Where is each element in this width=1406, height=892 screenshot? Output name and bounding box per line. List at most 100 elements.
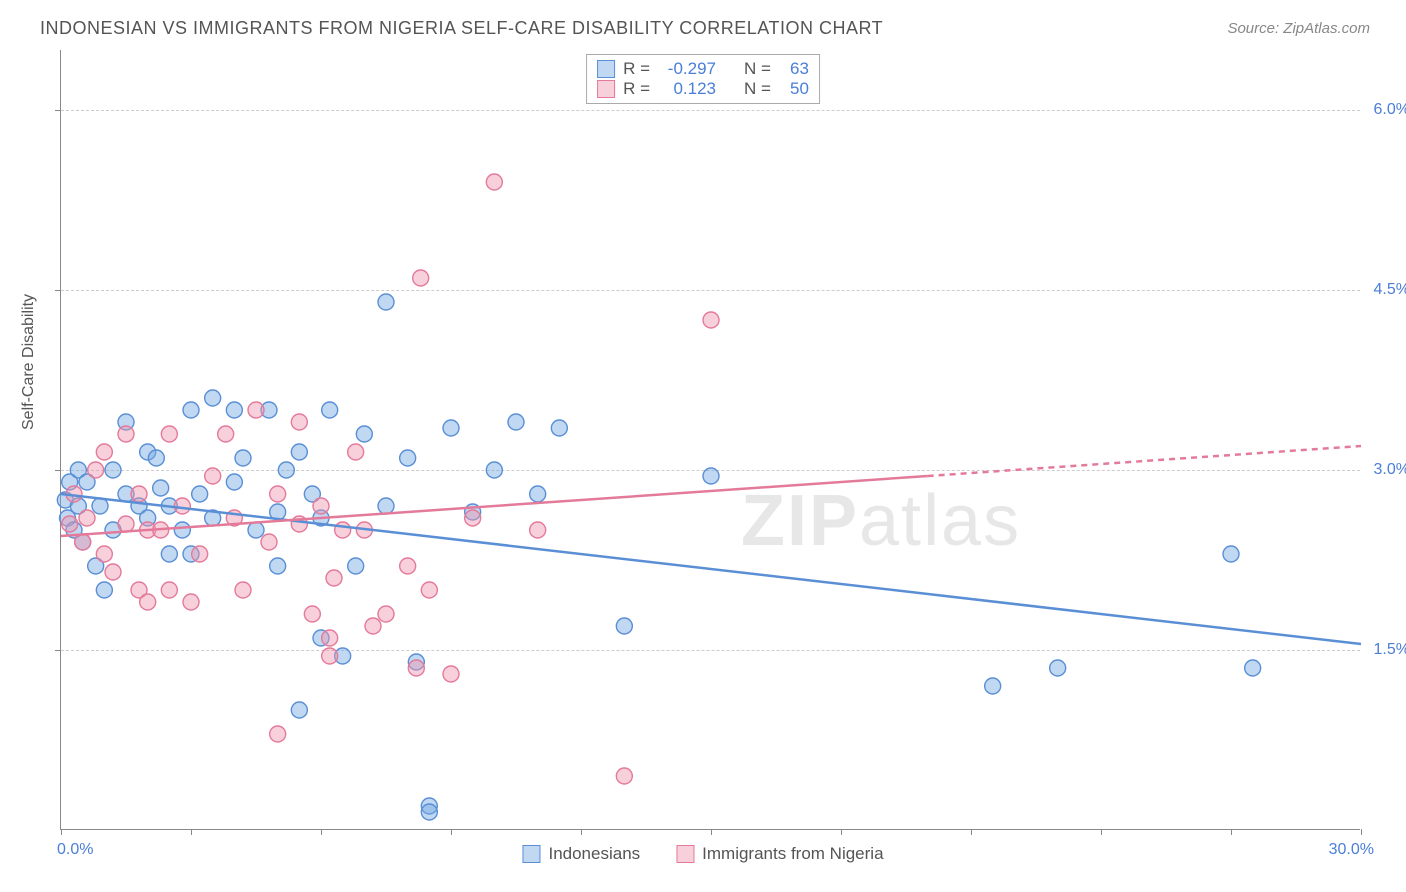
scatter-point xyxy=(270,726,286,742)
x-max-label: 30.0% xyxy=(1329,841,1374,859)
scatter-point xyxy=(443,420,459,436)
y-tick-label: 1.5% xyxy=(1366,641,1406,659)
legend-swatch-blue xyxy=(597,60,615,78)
scatter-point xyxy=(530,486,546,502)
scatter-point xyxy=(192,486,208,502)
scatter-point xyxy=(408,660,424,676)
scatter-point xyxy=(551,420,567,436)
scatter-point xyxy=(62,516,78,532)
scatter-point xyxy=(378,294,394,310)
scatter-point xyxy=(105,462,121,478)
r-value-series1: -0.297 xyxy=(658,59,716,79)
source-attribution: Source: ZipAtlas.com xyxy=(1227,20,1370,37)
scatter-point xyxy=(291,444,307,460)
scatter-point xyxy=(96,546,112,562)
scatter-point xyxy=(226,402,242,418)
n-value-series1: 63 xyxy=(779,59,809,79)
scatter-point xyxy=(174,498,190,514)
x-tick xyxy=(1361,829,1362,835)
x-tick xyxy=(841,829,842,835)
scatter-point xyxy=(326,570,342,586)
scatter-point xyxy=(131,486,147,502)
regression-line xyxy=(928,446,1361,476)
x-tick xyxy=(451,829,452,835)
scatter-point xyxy=(218,426,234,442)
x-tick xyxy=(1101,829,1102,835)
stats-legend: R = -0.297 N = 63 R = 0.123 N = 50 xyxy=(586,54,820,104)
scatter-point xyxy=(400,450,416,466)
scatter-point xyxy=(192,546,208,562)
scatter-point xyxy=(313,498,329,514)
scatter-point xyxy=(616,768,632,784)
scatter-point xyxy=(365,618,381,634)
scatter-point xyxy=(530,522,546,538)
scatter-point xyxy=(486,462,502,478)
r-label: R = xyxy=(623,79,650,99)
scatter-point xyxy=(1050,660,1066,676)
x-tick xyxy=(321,829,322,835)
x-tick xyxy=(581,829,582,835)
y-tick-label: 4.5% xyxy=(1366,281,1406,299)
scatter-point xyxy=(148,450,164,466)
scatter-point xyxy=(205,390,221,406)
scatter-point xyxy=(79,510,95,526)
legend-swatch-blue xyxy=(522,845,540,863)
plot-area: 1.5%3.0%4.5%6.0% 0.0% 30.0% ZIPatlas xyxy=(60,50,1360,830)
scatter-point xyxy=(304,606,320,622)
legend-label-series2: Immigrants from Nigeria xyxy=(702,844,883,864)
scatter-point xyxy=(1245,660,1261,676)
bottom-legend: Indonesians Immigrants from Nigeria xyxy=(522,844,883,864)
scatter-point xyxy=(335,522,351,538)
scatter-point xyxy=(278,462,294,478)
scatter-point xyxy=(421,804,437,820)
scatter-point xyxy=(616,618,632,634)
scatter-point xyxy=(140,594,156,610)
legend-item-series1: Indonesians xyxy=(522,844,640,864)
x-tick xyxy=(61,829,62,835)
scatter-point xyxy=(261,534,277,550)
scatter-point xyxy=(443,666,459,682)
x-min-label: 0.0% xyxy=(57,841,93,859)
scatter-point xyxy=(118,516,134,532)
scatter-point xyxy=(161,582,177,598)
scatter-point xyxy=(413,270,429,286)
n-label: N = xyxy=(744,79,771,99)
stats-row-series1: R = -0.297 N = 63 xyxy=(597,59,809,79)
scatter-point xyxy=(378,606,394,622)
chart-title: INDONESIAN VS IMMIGRANTS FROM NIGERIA SE… xyxy=(40,18,883,39)
y-axis-label: Self-Care Disability xyxy=(20,294,38,430)
scatter-point xyxy=(421,582,437,598)
y-tick-label: 3.0% xyxy=(1366,461,1406,479)
scatter-point xyxy=(348,558,364,574)
scatter-point xyxy=(226,474,242,490)
scatter-point xyxy=(88,462,104,478)
scatter-point xyxy=(378,498,394,514)
scatter-point xyxy=(105,564,121,580)
scatter-point xyxy=(400,558,416,574)
scatter-point xyxy=(96,444,112,460)
scatter-point xyxy=(356,426,372,442)
scatter-point xyxy=(1223,546,1239,562)
scatter-point xyxy=(291,702,307,718)
r-label: R = xyxy=(623,59,650,79)
scatter-point xyxy=(183,402,199,418)
n-value-series2: 50 xyxy=(779,79,809,99)
scatter-point xyxy=(153,480,169,496)
legend-swatch-pink xyxy=(676,845,694,863)
scatter-point xyxy=(75,534,91,550)
regression-line xyxy=(61,494,1361,644)
scatter-point xyxy=(270,558,286,574)
legend-swatch-pink xyxy=(597,80,615,98)
scatter-point xyxy=(703,468,719,484)
scatter-point xyxy=(96,582,112,598)
legend-label-series1: Indonesians xyxy=(548,844,640,864)
scatter-point xyxy=(322,648,338,664)
scatter-point xyxy=(985,678,1001,694)
scatter-point xyxy=(465,510,481,526)
scatter-point xyxy=(322,402,338,418)
scatter-point xyxy=(118,426,134,442)
scatter-point xyxy=(322,630,338,646)
scatter-point xyxy=(161,426,177,442)
scatter-point xyxy=(703,312,719,328)
scatter-point xyxy=(161,546,177,562)
